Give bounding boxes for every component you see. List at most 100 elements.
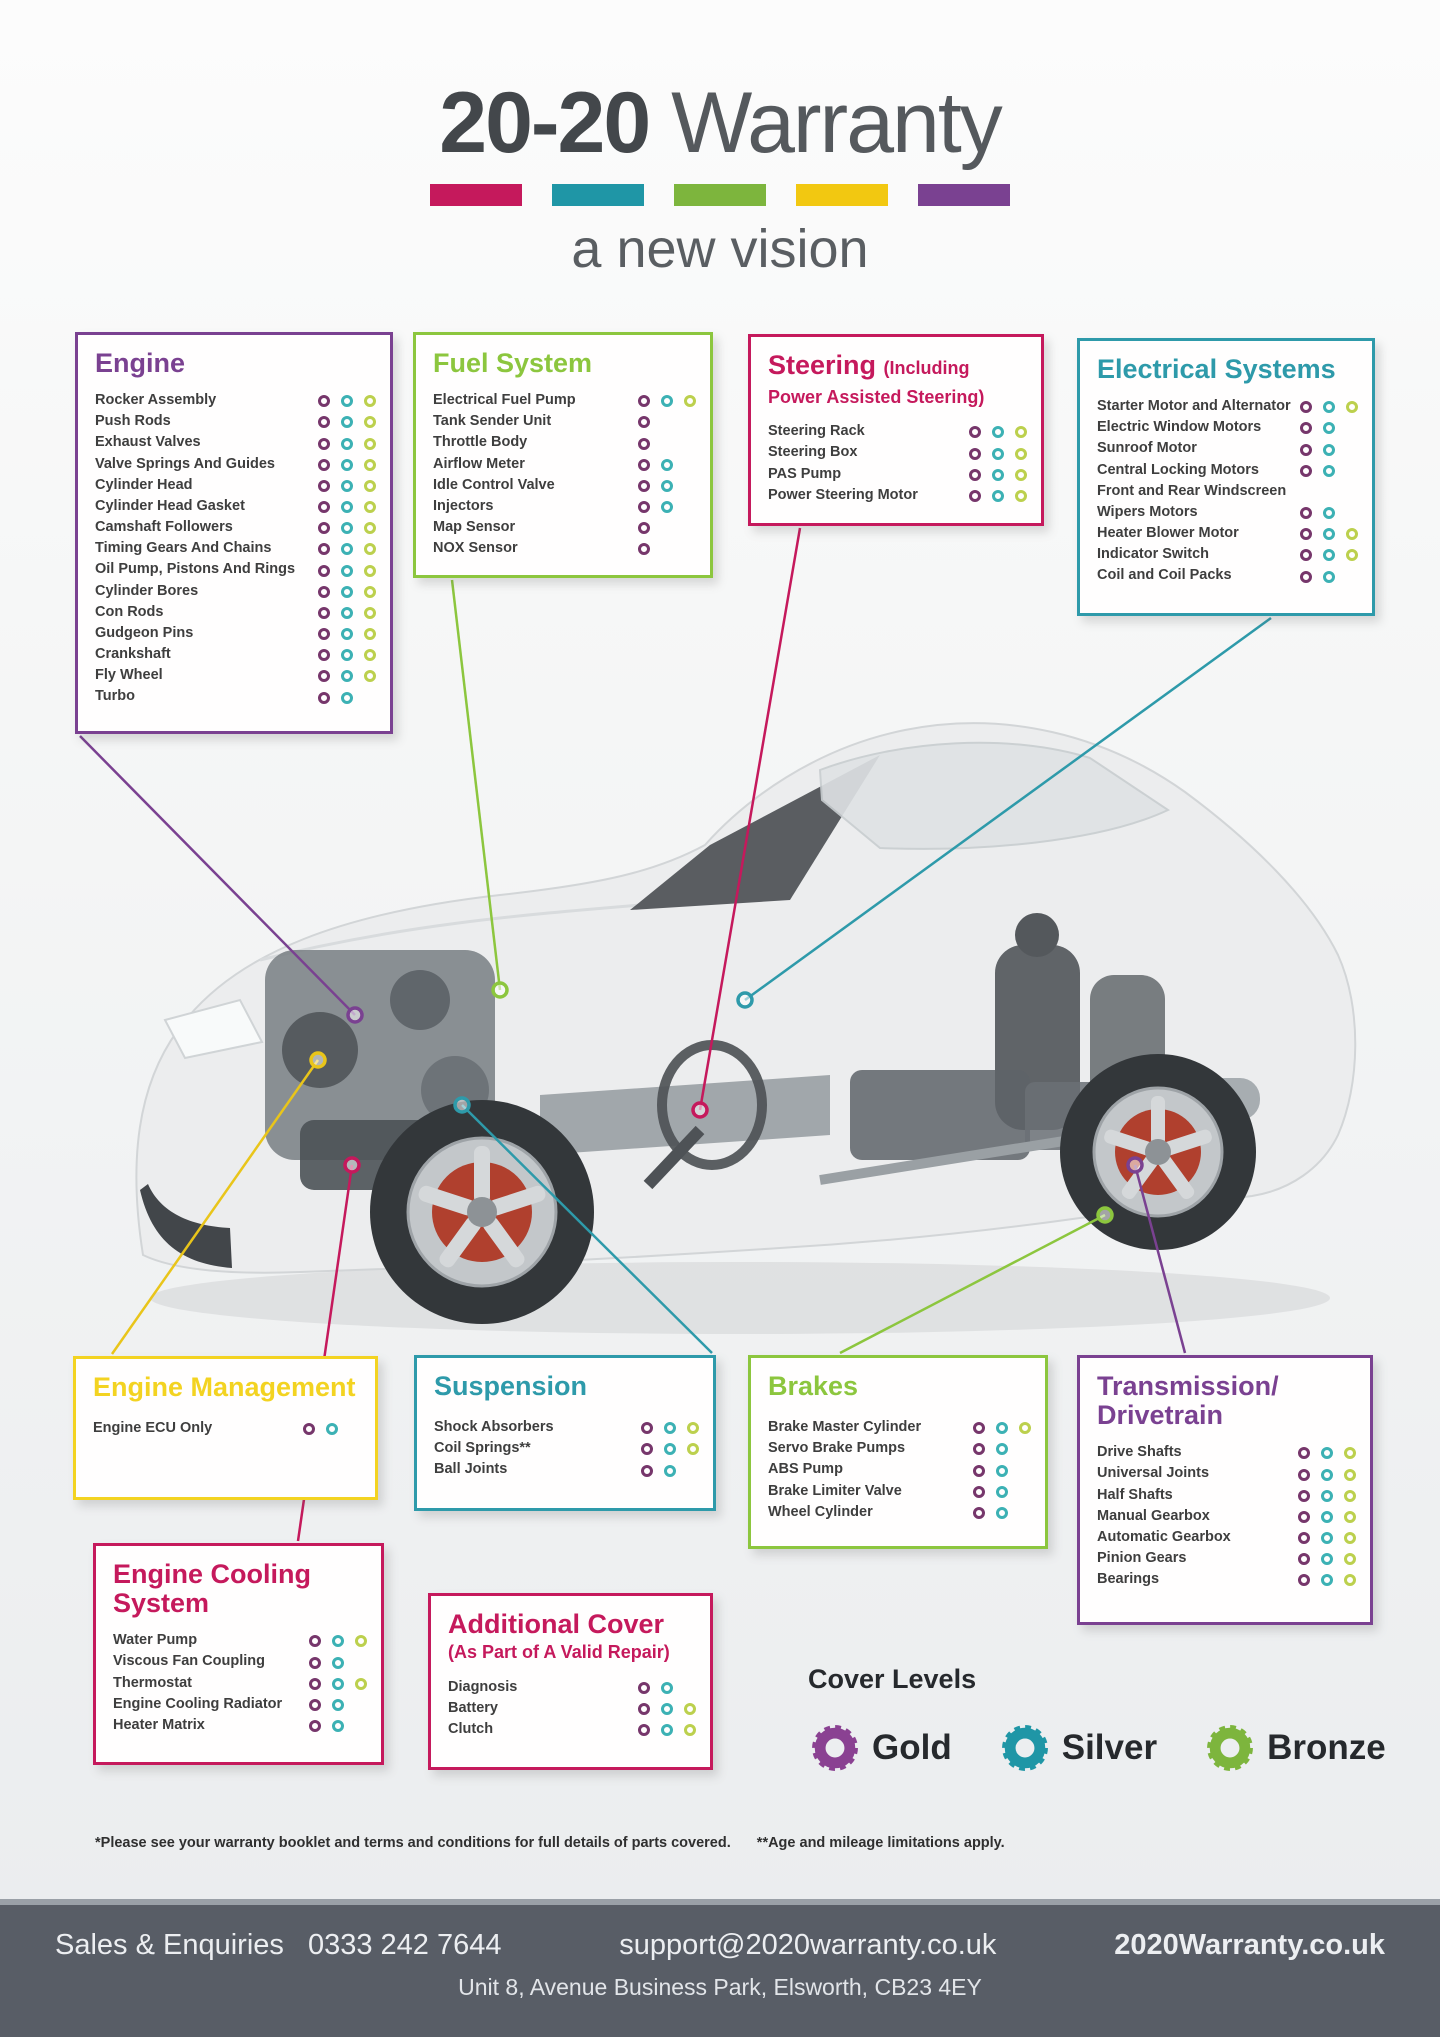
silver-dot: [1321, 1510, 1333, 1523]
gold-dot: [309, 1656, 321, 1669]
footer-bar: Sales & Enquiries 0333 242 7644 support@…: [0, 1899, 1440, 2037]
cover-level-dots: [1300, 570, 1358, 583]
part-row: Battery: [448, 1698, 696, 1719]
silver-dot: [341, 606, 353, 619]
suspension-box: Suspension Shock Absorbers Coil Springs**…: [414, 1355, 716, 1511]
cover-level-dots: [318, 606, 376, 619]
empty-dot-slot: [349, 1423, 361, 1435]
box-title: Engine: [95, 348, 186, 378]
gold-dot: [318, 437, 330, 450]
cover-level-dots: [969, 489, 1027, 502]
bronze-dot: [1344, 1447, 1356, 1460]
cover-level-dots: [318, 649, 376, 662]
part-label: Pinion Gears: [1097, 1550, 1187, 1567]
cover-level-dots: [1298, 1447, 1356, 1460]
gold-dot: [318, 543, 330, 556]
part-label: Servo Brake Pumps: [768, 1440, 906, 1457]
cover-level-dots: [318, 522, 376, 535]
part-label: Cylinder Head: [95, 476, 193, 493]
part-row: Steering Rack: [768, 421, 1027, 442]
part-label: Battery: [448, 1699, 498, 1716]
part-label: Heater Blower Motor: [1097, 525, 1239, 542]
part-label: Exhaust Valves: [95, 434, 201, 451]
empty-dot-slot: [1019, 1443, 1031, 1455]
box-title: Suspension: [434, 1371, 588, 1401]
cover-level-bronze: Bronze: [1203, 1721, 1386, 1775]
silver-dot: [661, 479, 673, 492]
part-label: Water Pump: [113, 1632, 198, 1649]
part-label: Universal Joints: [1097, 1465, 1210, 1482]
gold-dot: [638, 437, 650, 450]
cover-level-gold: Gold: [808, 1721, 952, 1775]
part-label: Rocker Assembly: [95, 392, 217, 409]
part-row: Idle Control Valve: [433, 475, 696, 496]
part-row: Indicator Switch: [1097, 544, 1358, 565]
bronze-dot: [1346, 401, 1358, 414]
gold-dot: [1300, 570, 1312, 583]
bronze-dot: [684, 1724, 696, 1737]
bronze-dot: [687, 1422, 699, 1435]
part-label: NOX Sensor: [433, 540, 518, 557]
gold-dot: [1298, 1447, 1310, 1460]
bronze-dot: [364, 543, 376, 556]
part-label: Coil Springs**: [434, 1440, 531, 1457]
gold-dot: [1298, 1510, 1310, 1523]
gold-dot: [641, 1464, 653, 1477]
silver-dot: [661, 1724, 673, 1737]
engine-management-parts-list: Engine ECU Only: [93, 1418, 361, 1439]
empty-dot-slot: [661, 543, 673, 555]
bronze-dot: [364, 416, 376, 429]
part-label: Half Shafts: [1097, 1486, 1173, 1503]
silver-dot: [996, 1485, 1008, 1498]
silver-dot: [341, 437, 353, 450]
box-title: Additional Cover: [448, 1609, 665, 1639]
empty-dot-slot: [684, 459, 696, 471]
part-row: Shock Absorbers: [434, 1417, 699, 1438]
cover-level-dots: [973, 1422, 1031, 1435]
part-row: Crankshaft: [95, 644, 376, 665]
part-label: Viscous Fan Coupling: [113, 1653, 265, 1670]
cover-level-dots: [309, 1677, 367, 1690]
silver-dot: [1321, 1489, 1333, 1502]
part-label: Electric Window Motors: [1097, 419, 1262, 436]
part-label: Starter Motor and Alternator: [1097, 398, 1291, 415]
gold-dot: [973, 1506, 985, 1519]
part-label: Push Rods: [95, 413, 171, 430]
silver-dot: [992, 468, 1004, 481]
gold-dot: [638, 1702, 650, 1715]
part-label: Heater Matrix: [113, 1716, 205, 1733]
part-row: Turbo: [95, 686, 376, 707]
gold-dot: [969, 447, 981, 460]
cover-level-dots: [318, 416, 376, 429]
cover-level-dots: [1298, 1553, 1356, 1566]
silver-dot: [341, 458, 353, 471]
silver-dot: [332, 1656, 344, 1669]
silver-dot: [1321, 1553, 1333, 1566]
silver-dot: [341, 691, 353, 704]
gold-dot: [638, 458, 650, 471]
part-row: Front and Rear Windscreen Wipers Motors: [1097, 481, 1358, 523]
part-row: Rocker Assembly: [95, 390, 376, 411]
bronze-dot: [364, 649, 376, 662]
gold-dot: [1300, 401, 1312, 414]
bronze-dot: [364, 670, 376, 683]
cover-level-dots: [969, 447, 1027, 460]
empty-dot-slot: [1019, 1486, 1031, 1498]
silver-dot: [661, 395, 673, 408]
cover-level-dots: [973, 1506, 1031, 1519]
bronze-dot: [684, 1702, 696, 1715]
header: 20-20 Warranty a new vision: [0, 80, 1440, 280]
part-label: Brake Master Cylinder: [768, 1419, 922, 1436]
bronze-dot: [364, 628, 376, 641]
cover-level-dots: [973, 1464, 1031, 1477]
part-row: Exhaust Valves: [95, 432, 376, 453]
part-row: Steering Box: [768, 442, 1027, 463]
empty-dot-slot: [684, 522, 696, 534]
part-label: Drive Shafts: [1097, 1444, 1182, 1461]
transmission-drivetrain-box: Transmission/ Drivetrain Drive Shafts Uni…: [1077, 1355, 1373, 1625]
cover-level-label: Bronze: [1267, 1728, 1386, 1767]
cover-level-dots: [973, 1443, 1031, 1456]
fuel-system-parts-list: Electrical Fuel Pump Tank Sender Unit Thro…: [433, 390, 696, 559]
bronze-dot: [1344, 1510, 1356, 1523]
silver-dot: [1321, 1447, 1333, 1460]
